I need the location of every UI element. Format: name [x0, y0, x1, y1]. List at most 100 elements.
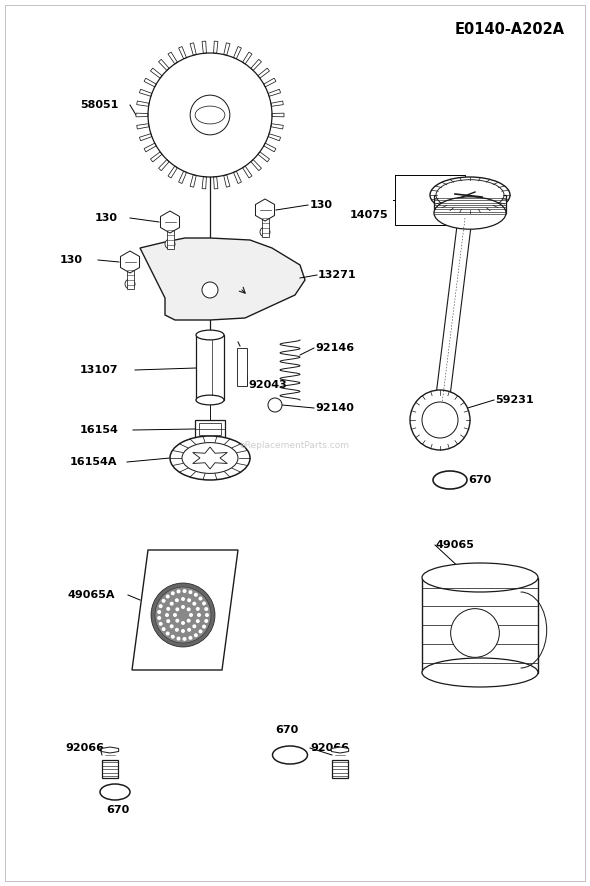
- Text: 16154A: 16154A: [70, 457, 117, 467]
- Bar: [261, 216, 268, 237]
- Circle shape: [186, 618, 191, 623]
- Polygon shape: [332, 747, 349, 753]
- Polygon shape: [251, 59, 261, 71]
- Polygon shape: [132, 550, 238, 670]
- Circle shape: [166, 632, 170, 635]
- Polygon shape: [433, 217, 472, 421]
- Text: 49065A: 49065A: [68, 590, 116, 600]
- Polygon shape: [159, 159, 169, 171]
- Polygon shape: [214, 176, 218, 189]
- Circle shape: [188, 636, 192, 640]
- Polygon shape: [193, 447, 227, 469]
- Circle shape: [175, 618, 179, 623]
- Text: 92146: 92146: [315, 343, 354, 353]
- Bar: [422, 578, 538, 672]
- Polygon shape: [264, 78, 276, 87]
- Polygon shape: [264, 144, 276, 152]
- Circle shape: [157, 616, 161, 620]
- Circle shape: [176, 636, 181, 641]
- Polygon shape: [251, 159, 261, 171]
- Polygon shape: [159, 59, 169, 71]
- Text: eReplacementParts.com: eReplacementParts.com: [240, 440, 350, 449]
- Ellipse shape: [196, 330, 224, 340]
- Bar: [195, 420, 225, 438]
- Bar: [196, 335, 224, 400]
- Text: 16154: 16154: [80, 425, 119, 435]
- Circle shape: [151, 583, 215, 647]
- Text: 130: 130: [310, 200, 333, 210]
- Circle shape: [204, 607, 208, 611]
- Polygon shape: [271, 124, 283, 129]
- Polygon shape: [168, 52, 178, 64]
- Polygon shape: [136, 113, 148, 117]
- Polygon shape: [258, 152, 270, 162]
- Circle shape: [410, 390, 470, 450]
- Circle shape: [205, 613, 209, 617]
- Circle shape: [202, 625, 206, 628]
- Polygon shape: [190, 175, 196, 187]
- Polygon shape: [179, 47, 186, 58]
- Polygon shape: [214, 41, 218, 53]
- Text: 670: 670: [106, 805, 130, 815]
- Polygon shape: [137, 101, 149, 106]
- Ellipse shape: [430, 177, 510, 213]
- Circle shape: [170, 625, 173, 628]
- Polygon shape: [120, 251, 139, 273]
- Circle shape: [197, 613, 201, 617]
- Polygon shape: [190, 43, 196, 55]
- Circle shape: [171, 591, 175, 595]
- Circle shape: [136, 41, 284, 189]
- Text: 92066: 92066: [65, 743, 104, 753]
- Polygon shape: [224, 175, 230, 187]
- Polygon shape: [271, 101, 283, 106]
- Text: 13271: 13271: [318, 270, 356, 280]
- Bar: [332, 760, 348, 778]
- Polygon shape: [144, 78, 156, 87]
- Circle shape: [187, 598, 191, 602]
- Polygon shape: [144, 144, 156, 152]
- Circle shape: [192, 602, 196, 606]
- Polygon shape: [224, 43, 230, 55]
- Circle shape: [182, 637, 186, 641]
- Text: 92140: 92140: [315, 403, 354, 413]
- Text: 58051: 58051: [80, 100, 119, 110]
- Polygon shape: [268, 89, 281, 97]
- Circle shape: [181, 621, 185, 625]
- Text: 59231: 59231: [495, 395, 533, 405]
- Circle shape: [181, 597, 185, 601]
- Text: 92066: 92066: [310, 743, 349, 753]
- Circle shape: [202, 282, 218, 298]
- Circle shape: [159, 604, 163, 608]
- Circle shape: [268, 398, 282, 412]
- Ellipse shape: [273, 746, 307, 764]
- Text: 130: 130: [95, 213, 118, 223]
- Circle shape: [194, 633, 198, 637]
- Circle shape: [175, 628, 179, 632]
- Bar: [126, 268, 133, 289]
- Circle shape: [166, 595, 170, 599]
- Circle shape: [181, 629, 185, 633]
- Ellipse shape: [196, 395, 224, 405]
- Bar: [199, 423, 221, 435]
- Circle shape: [196, 619, 200, 623]
- Circle shape: [187, 628, 191, 632]
- Ellipse shape: [170, 436, 250, 480]
- Polygon shape: [140, 238, 305, 320]
- Circle shape: [422, 402, 458, 438]
- Circle shape: [198, 629, 202, 633]
- Circle shape: [188, 590, 192, 595]
- Polygon shape: [202, 41, 206, 53]
- Text: 130: 130: [60, 255, 83, 265]
- Bar: [434, 195, 506, 213]
- Text: 670: 670: [468, 475, 491, 485]
- Polygon shape: [101, 747, 119, 753]
- Ellipse shape: [433, 471, 467, 489]
- Circle shape: [166, 619, 171, 623]
- Circle shape: [162, 627, 166, 631]
- Circle shape: [181, 605, 185, 609]
- Polygon shape: [234, 47, 241, 58]
- Ellipse shape: [182, 443, 238, 473]
- Circle shape: [165, 613, 169, 617]
- Circle shape: [260, 227, 270, 237]
- Polygon shape: [242, 52, 252, 64]
